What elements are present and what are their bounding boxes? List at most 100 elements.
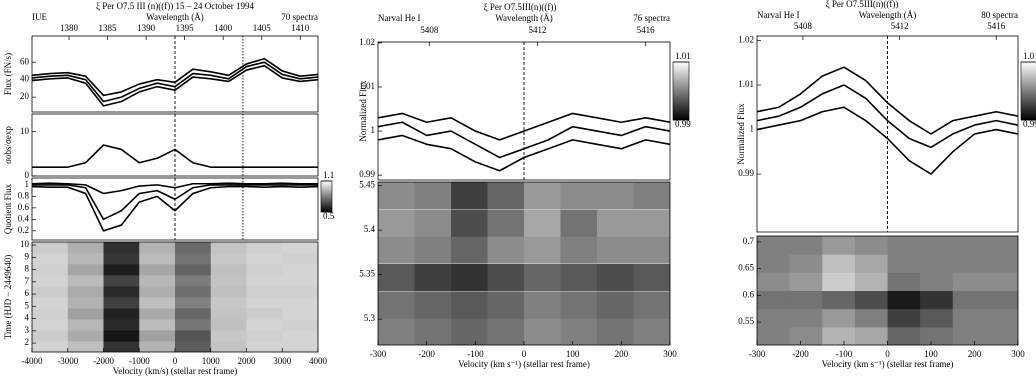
heat-cell: [32, 340, 69, 352]
heat-cell: [175, 340, 212, 352]
heat-cell: [524, 291, 561, 319]
heat-cell: [210, 296, 247, 309]
heat-cell: [414, 263, 452, 292]
x-tick-label: -4000: [22, 356, 43, 366]
heat-cell: [524, 318, 561, 345]
y-axis-title: Time (HJD − 2449640): [3, 255, 13, 340]
colorbar-label: 0.99: [1023, 119, 1036, 129]
x2-tick-label: 1400: [214, 23, 233, 33]
heat-cell: [854, 308, 888, 328]
heat-cell: [414, 236, 452, 264]
frame: [31, 113, 319, 177]
plot-area: [32, 242, 318, 352]
x-tick-label: 300: [663, 349, 677, 359]
heat-cell: [487, 318, 525, 345]
heat-cell: [282, 242, 318, 254]
heat-cell: [103, 242, 140, 254]
heat-cell: [210, 329, 247, 342]
heat-cell: [887, 272, 921, 291]
heat-cell: [633, 209, 670, 237]
frame: [756, 35, 1019, 233]
y-tick-label: 0: [25, 170, 30, 180]
y-axis-title: Normalized Flux: [736, 103, 746, 165]
heat-cell: [789, 254, 823, 273]
heat-cell: [757, 236, 791, 255]
heat-cell: [920, 236, 954, 255]
y-tick-label: 0.6: [18, 202, 30, 212]
y-tick-label: 5.45: [359, 180, 375, 190]
y-tick-label: 5.35: [359, 269, 375, 279]
panel-title: ξ Per O7.5III(n)((f)): [826, 0, 899, 9]
heat-cell: [67, 329, 104, 342]
heat-cell: [378, 318, 415, 345]
y-tick-label: 5.4: [364, 224, 376, 234]
x-tick-label: 0: [885, 349, 890, 359]
colorbar-label: 0.99: [675, 119, 691, 129]
x-tick-label: 100: [566, 349, 580, 359]
instrument-label: Narval He I: [757, 10, 799, 20]
heat-cell: [789, 326, 823, 345]
y-tick-label: 0.6: [743, 289, 755, 299]
heat-cell: [139, 252, 176, 265]
y-axis-title: Normalized Flux: [358, 80, 368, 142]
heat-cell: [139, 274, 176, 287]
heat-cell: [378, 236, 415, 264]
heat-cell: [414, 291, 452, 319]
heat-cell: [633, 263, 670, 292]
heat-cell: [210, 263, 247, 276]
heat-cell: [246, 329, 283, 342]
spectrum-line: [378, 112, 670, 141]
y-tick-label: 20: [20, 91, 30, 101]
x-axis-title: Velocity (km/s) (stellar rest frame): [113, 366, 237, 376]
heat-cell: [822, 272, 856, 291]
heat-cell: [487, 263, 525, 292]
x-tick-label: -3000: [57, 356, 78, 366]
heat-cell: [210, 252, 247, 265]
heat-cell: [67, 296, 104, 309]
heat-cell: [757, 290, 791, 310]
x-tick-label: 100: [924, 349, 938, 359]
heat-cell: [210, 242, 247, 254]
heat-cell: [67, 274, 104, 287]
heat-cell: [560, 318, 598, 345]
heat-cell: [524, 182, 561, 210]
heat-cell: [952, 254, 986, 273]
heat-cell: [32, 307, 69, 320]
heat-cell: [887, 254, 921, 273]
heat-cell: [822, 326, 856, 345]
y-tick-label: 0.8: [18, 190, 30, 200]
plot-area: [32, 36, 318, 112]
heat-cell: [524, 209, 561, 237]
heat-cell: [854, 272, 888, 291]
plot-area: [32, 114, 318, 176]
heat-cell: [985, 272, 1018, 291]
heat-cell: [282, 285, 318, 298]
y-tick-label: 9: [25, 251, 30, 261]
x2-axis-title: Wavelength (Å): [146, 12, 204, 22]
heat-cell: [139, 318, 176, 331]
y-tick-label: 3: [25, 325, 30, 335]
colorbar: [1020, 61, 1036, 121]
x-tick-label: 200: [615, 349, 629, 359]
heat-cell: [246, 285, 283, 298]
x2-tick-label: 1385: [99, 23, 118, 33]
heat-cell: [67, 252, 104, 265]
x-tick-label: 0: [173, 356, 178, 366]
heat-cell: [175, 285, 212, 298]
x-tick-label: -300: [749, 349, 766, 359]
heat-cell: [67, 285, 104, 298]
heat-cell: [139, 285, 176, 298]
y-tick-label: 1: [750, 124, 755, 134]
heat-cell: [789, 272, 823, 291]
heat-cell: [757, 326, 791, 345]
y-tick-label: 1.01: [738, 79, 754, 89]
x2-tick-label: 5416: [987, 21, 1006, 31]
heat-cell: [175, 263, 212, 276]
heat-cell: [139, 340, 176, 352]
heat-cell: [139, 296, 176, 309]
x-tick-label: 300: [1011, 349, 1025, 359]
x-tick-label: 200: [968, 349, 982, 359]
heat-cell: [920, 272, 954, 291]
heat-cell: [246, 318, 283, 331]
heat-cell: [103, 318, 140, 331]
